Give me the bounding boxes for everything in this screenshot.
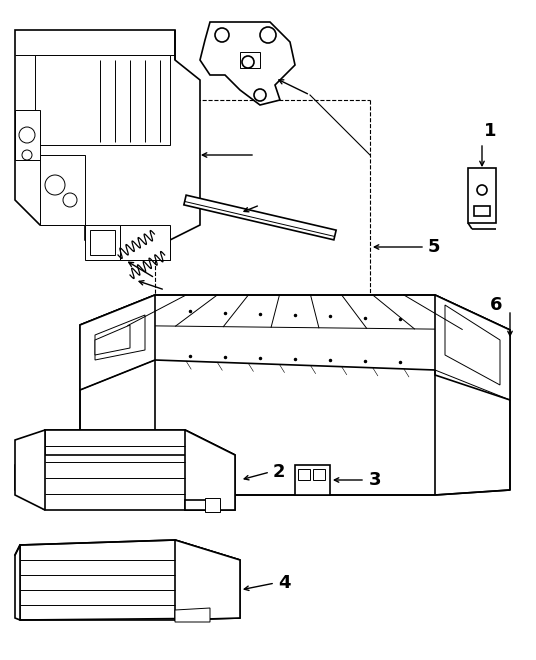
Polygon shape <box>85 225 120 260</box>
Polygon shape <box>15 430 45 510</box>
Polygon shape <box>175 540 240 620</box>
Polygon shape <box>445 305 500 385</box>
Polygon shape <box>184 195 336 240</box>
Text: 3: 3 <box>369 471 382 489</box>
Polygon shape <box>295 465 330 495</box>
Text: 2: 2 <box>273 463 286 481</box>
Polygon shape <box>15 430 235 510</box>
Polygon shape <box>175 608 210 622</box>
Polygon shape <box>45 430 235 455</box>
Polygon shape <box>15 30 200 260</box>
Text: 4: 4 <box>278 574 291 592</box>
Polygon shape <box>468 168 496 223</box>
Polygon shape <box>95 325 130 355</box>
Polygon shape <box>35 55 170 145</box>
Polygon shape <box>20 540 240 620</box>
Polygon shape <box>240 52 260 68</box>
Polygon shape <box>298 469 310 480</box>
Polygon shape <box>185 430 235 510</box>
Polygon shape <box>95 315 145 360</box>
Polygon shape <box>40 155 85 225</box>
Polygon shape <box>185 500 215 510</box>
Polygon shape <box>313 469 325 480</box>
Polygon shape <box>435 295 510 400</box>
Polygon shape <box>474 206 490 216</box>
Text: 5: 5 <box>428 238 441 256</box>
Polygon shape <box>90 230 115 255</box>
Polygon shape <box>205 498 220 512</box>
Polygon shape <box>80 295 155 390</box>
Polygon shape <box>200 22 295 105</box>
Polygon shape <box>15 110 40 160</box>
Polygon shape <box>80 295 510 495</box>
Text: 6: 6 <box>490 296 503 314</box>
Text: 1: 1 <box>484 122 496 140</box>
Polygon shape <box>120 225 170 260</box>
Polygon shape <box>15 545 20 620</box>
